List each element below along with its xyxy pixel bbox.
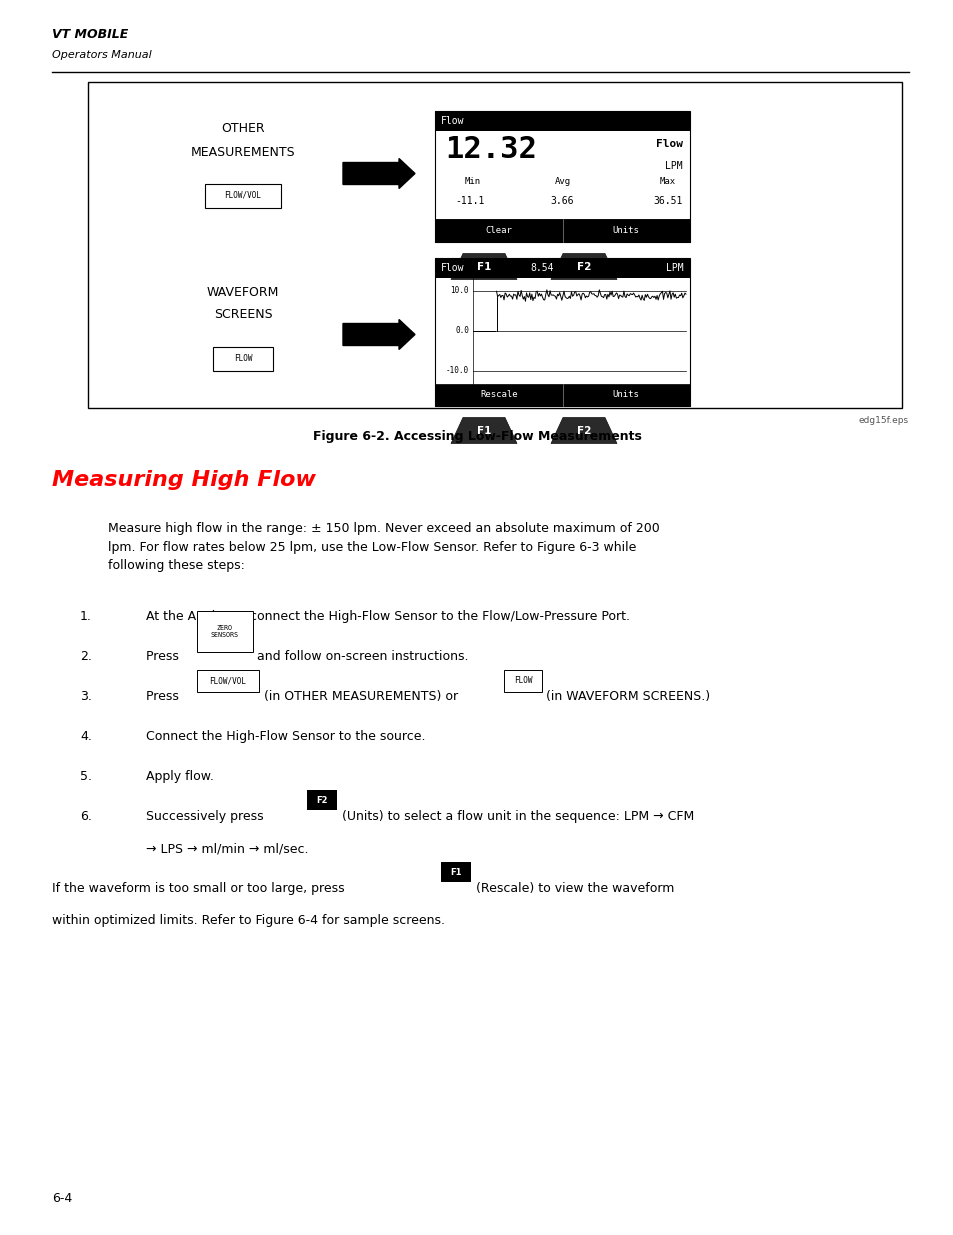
Text: Flow: Flow <box>440 116 464 126</box>
Polygon shape <box>551 253 617 279</box>
FancyBboxPatch shape <box>435 111 689 131</box>
Text: and follow on-screen instructions.: and follow on-screen instructions. <box>257 650 469 663</box>
Polygon shape <box>451 417 517 443</box>
FancyArrow shape <box>343 158 415 189</box>
Text: 5.: 5. <box>80 769 91 783</box>
Text: WAVEFORM: WAVEFORM <box>207 285 279 299</box>
Text: Press: Press <box>146 650 183 663</box>
Text: F2: F2 <box>577 262 591 272</box>
FancyBboxPatch shape <box>440 862 471 882</box>
Text: → LPS → ml/min → ml/sec.: → LPS → ml/min → ml/sec. <box>146 842 308 855</box>
FancyBboxPatch shape <box>307 790 336 810</box>
Text: 10.0: 10.0 <box>450 287 469 295</box>
Text: At the Analyzer, connect the High-Flow Sensor to the Flow/Low-Pressure Port.: At the Analyzer, connect the High-Flow S… <box>146 610 629 622</box>
Text: Connect the High-Flow Sensor to the source.: Connect the High-Flow Sensor to the sour… <box>146 730 425 743</box>
Text: Units: Units <box>612 390 639 399</box>
Text: -11.1: -11.1 <box>455 195 484 205</box>
Text: FLOW: FLOW <box>514 676 532 685</box>
Text: LPM: LPM <box>664 162 682 172</box>
Text: Units: Units <box>612 226 639 235</box>
Text: 2.: 2. <box>80 650 91 663</box>
FancyBboxPatch shape <box>435 111 689 242</box>
Text: 3.66: 3.66 <box>550 195 574 205</box>
Text: within optimized limits. Refer to Figure 6-4 for sample screens.: within optimized limits. Refer to Figure… <box>52 914 444 927</box>
Text: (in WAVEFORM SCREENS.): (in WAVEFORM SCREENS.) <box>546 690 710 703</box>
Text: F2: F2 <box>315 795 328 804</box>
FancyBboxPatch shape <box>196 610 253 652</box>
FancyBboxPatch shape <box>435 384 562 405</box>
Text: F2: F2 <box>577 426 591 436</box>
Text: 6-4: 6-4 <box>52 1192 72 1205</box>
Text: VT MOBILE: VT MOBILE <box>52 28 128 41</box>
Text: (in OTHER MEASUREMENTS) or: (in OTHER MEASUREMENTS) or <box>263 690 461 703</box>
Text: Rescale: Rescale <box>479 390 517 399</box>
Text: Max: Max <box>659 178 676 186</box>
FancyBboxPatch shape <box>205 184 281 207</box>
Text: LPM: LPM <box>666 263 683 273</box>
Text: 1.: 1. <box>80 610 91 622</box>
Text: Press: Press <box>146 690 183 703</box>
Text: MEASUREMENTS: MEASUREMENTS <box>191 146 295 158</box>
Text: edg15f.eps: edg15f.eps <box>858 416 908 425</box>
Text: ZERO
SENSORS: ZERO SENSORS <box>211 625 238 637</box>
Text: 6.: 6. <box>80 810 91 823</box>
Text: Measuring High Flow: Measuring High Flow <box>52 471 315 490</box>
Text: Flow: Flow <box>656 140 682 149</box>
FancyBboxPatch shape <box>435 220 562 242</box>
FancyBboxPatch shape <box>503 669 541 692</box>
FancyBboxPatch shape <box>88 82 901 408</box>
Text: (Units) to select a flow unit in the sequence: LPM → CFM: (Units) to select a flow unit in the seq… <box>341 810 694 823</box>
Text: 12.32: 12.32 <box>444 136 537 164</box>
Text: 8.54: 8.54 <box>530 263 554 273</box>
Text: FLOW: FLOW <box>233 354 252 363</box>
Text: (Rescale) to view the waveform: (Rescale) to view the waveform <box>476 882 674 895</box>
Text: Successively press: Successively press <box>146 810 268 823</box>
FancyArrow shape <box>343 320 415 350</box>
Text: 36.51: 36.51 <box>653 195 682 205</box>
FancyBboxPatch shape <box>196 669 259 692</box>
FancyBboxPatch shape <box>435 258 689 278</box>
Text: OTHER: OTHER <box>221 122 265 136</box>
Text: Avg: Avg <box>554 178 570 186</box>
Text: 0.0: 0.0 <box>455 326 469 335</box>
Text: 4.: 4. <box>80 730 91 743</box>
Text: Flow: Flow <box>440 263 464 273</box>
Text: F1: F1 <box>476 426 491 436</box>
Text: -10.0: -10.0 <box>445 366 469 375</box>
FancyBboxPatch shape <box>562 220 689 242</box>
Text: If the waveform is too small or too large, press: If the waveform is too small or too larg… <box>52 882 348 895</box>
FancyBboxPatch shape <box>562 384 689 405</box>
Text: Min: Min <box>464 178 480 186</box>
Text: FLOW/VOL: FLOW/VOL <box>224 191 261 200</box>
Text: Apply flow.: Apply flow. <box>146 769 213 783</box>
Text: Clear: Clear <box>485 226 512 235</box>
Polygon shape <box>551 417 617 443</box>
Text: Figure 6-2. Accessing Low-Flow Measurements: Figure 6-2. Accessing Low-Flow Measureme… <box>313 430 640 443</box>
Text: Operators Manual: Operators Manual <box>52 49 152 61</box>
FancyBboxPatch shape <box>435 258 689 405</box>
Text: F1: F1 <box>450 867 461 877</box>
Text: SCREENS: SCREENS <box>213 309 272 321</box>
Text: F1: F1 <box>476 262 491 272</box>
Text: 3.: 3. <box>80 690 91 703</box>
Polygon shape <box>451 253 517 279</box>
FancyBboxPatch shape <box>213 347 273 370</box>
Text: Measure high flow in the range: ± 150 lpm. Never exceed an absolute maximum of 2: Measure high flow in the range: ± 150 lp… <box>108 522 659 572</box>
Text: FLOW/VOL: FLOW/VOL <box>209 676 246 685</box>
